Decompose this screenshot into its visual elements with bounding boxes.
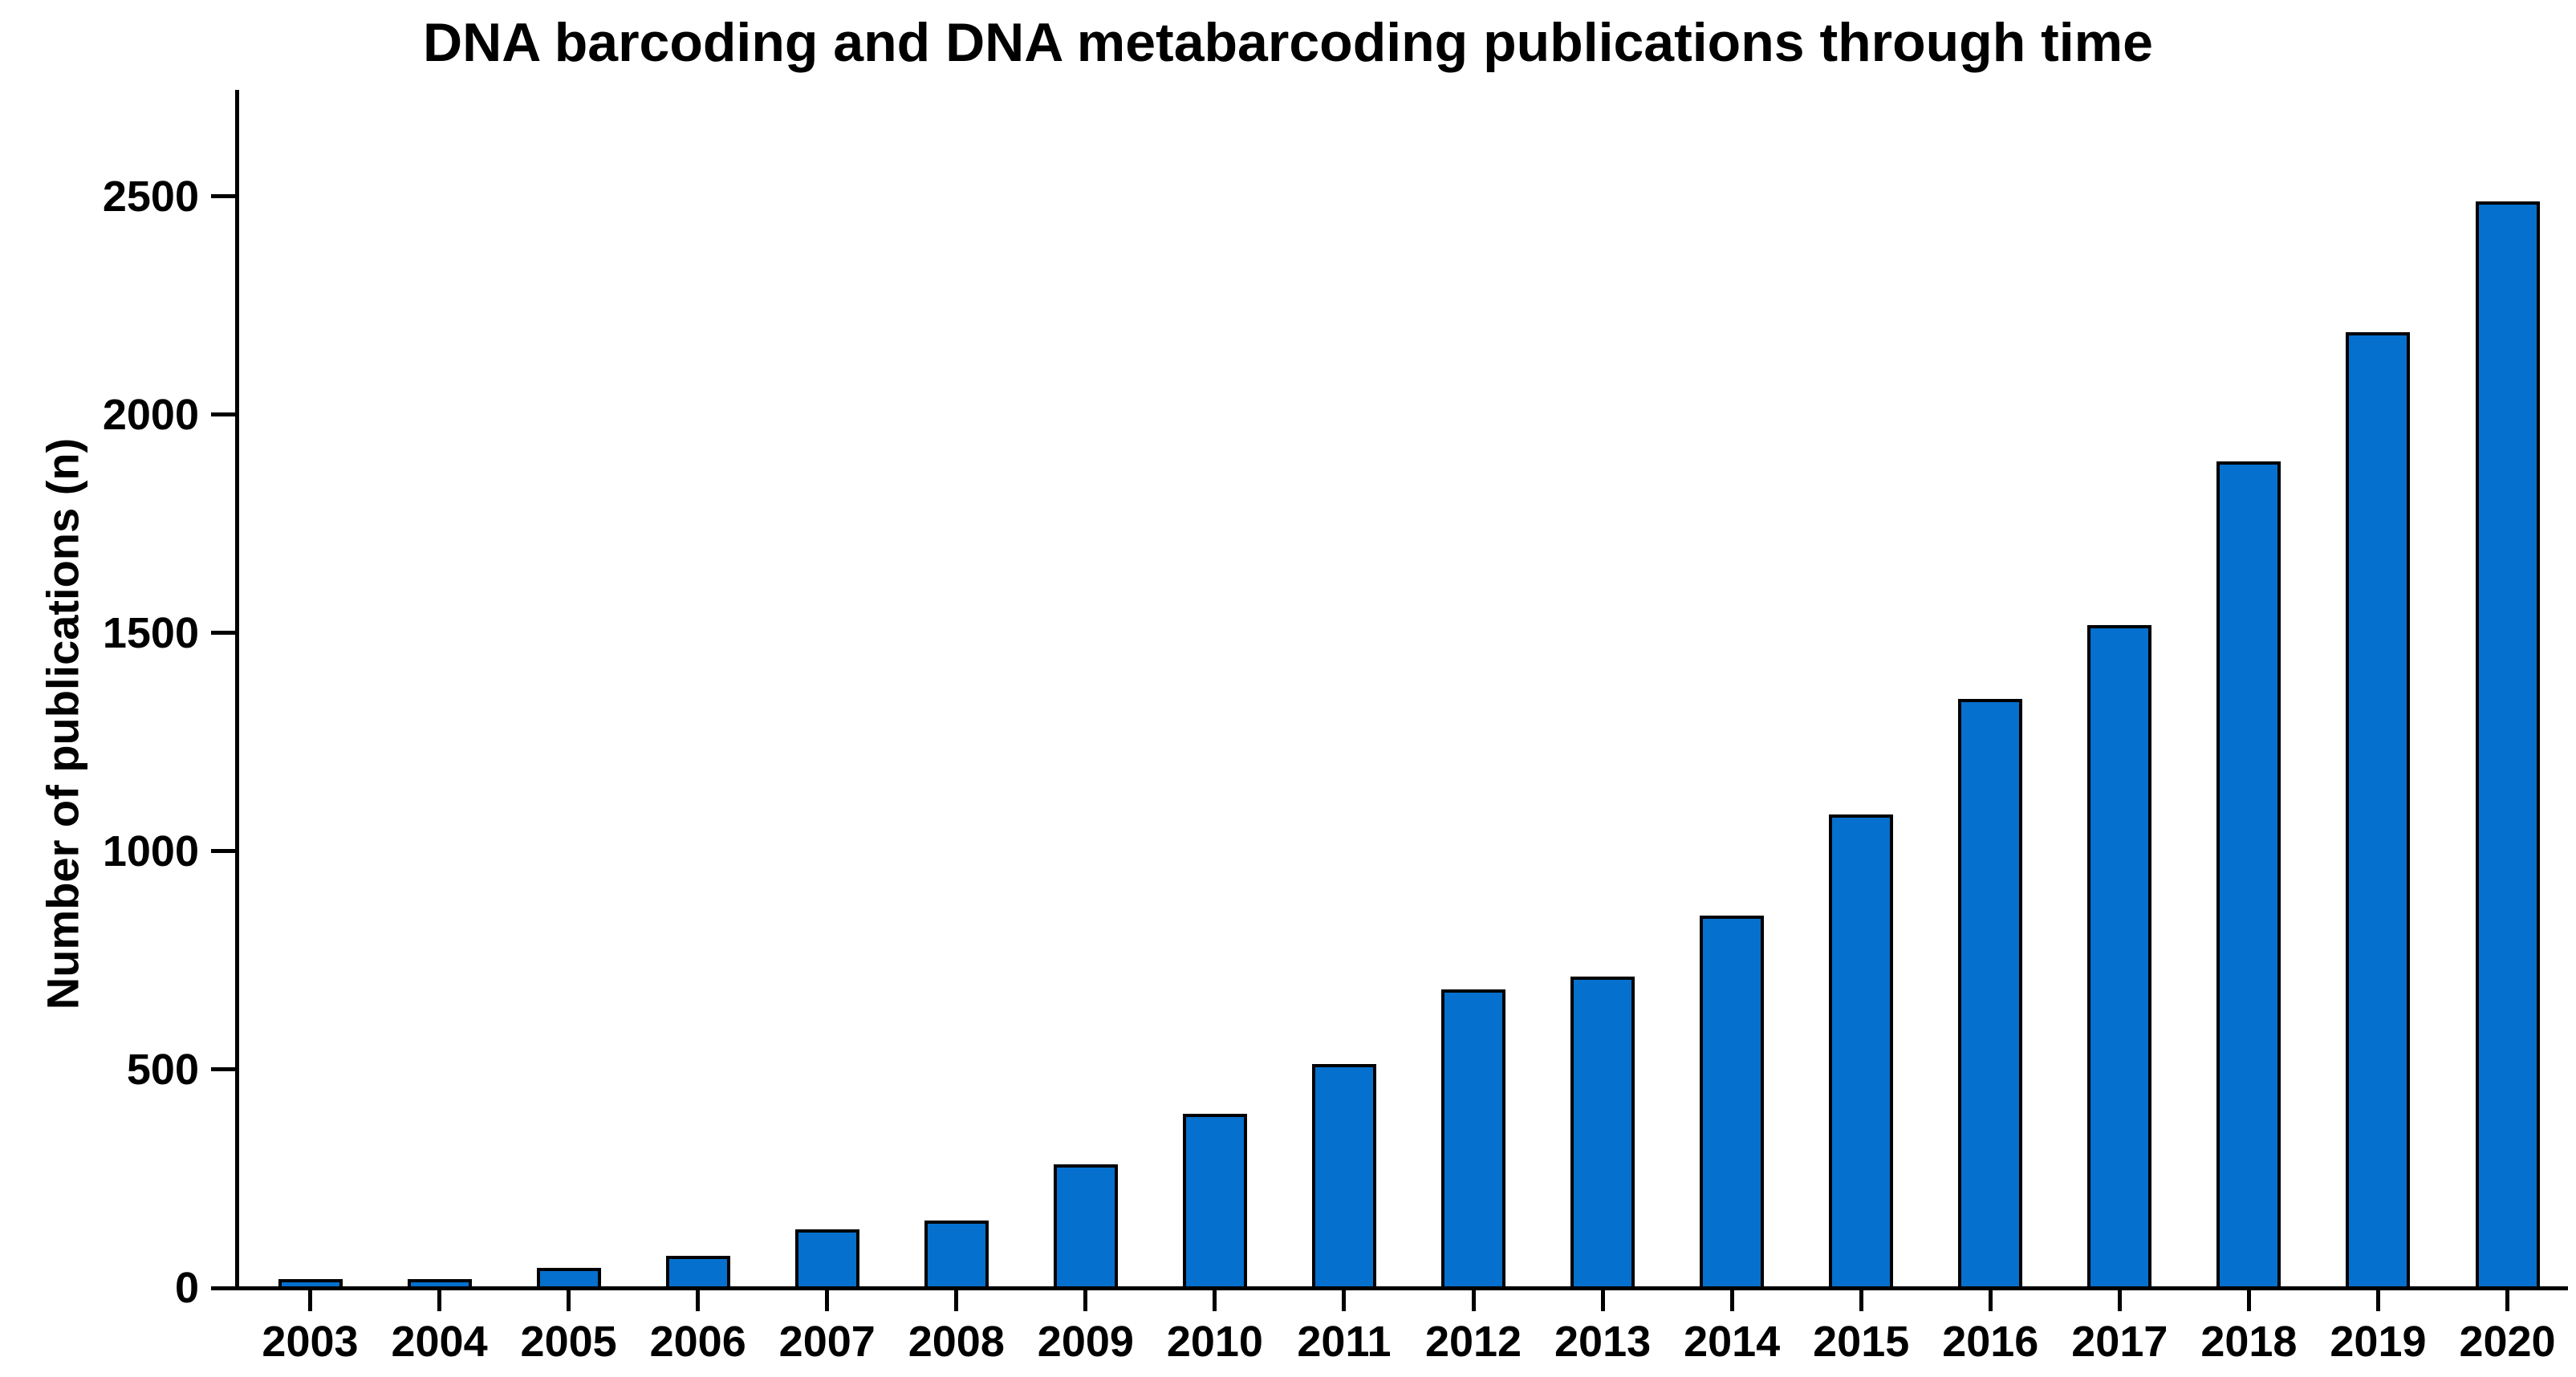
x-tick-label-2006: 2006 xyxy=(649,1318,746,1366)
y-tick-2000 xyxy=(211,412,235,417)
x-tick-2003 xyxy=(308,1290,312,1311)
x-tick-2020 xyxy=(2505,1290,2510,1311)
bar-2010 xyxy=(1182,1114,1247,1286)
y-tick-label-2500: 2500 xyxy=(102,172,199,221)
x-tick-2012 xyxy=(1471,1290,1476,1311)
x-tick-2006 xyxy=(696,1290,701,1311)
y-tick-label-1500: 1500 xyxy=(102,608,199,657)
y-tick-label-500: 500 xyxy=(126,1045,199,1094)
chart-title: DNA barcoding and DNA metabarcoding publ… xyxy=(423,12,2153,73)
x-tick-label-2010: 2010 xyxy=(1166,1318,1263,1366)
x-tick-label-2005: 2005 xyxy=(520,1318,617,1366)
x-tick-2010 xyxy=(1213,1290,1217,1311)
x-tick-label-2009: 2009 xyxy=(1037,1318,1134,1366)
bar-2019 xyxy=(2346,332,2411,1286)
x-tick-label-2008: 2008 xyxy=(908,1318,1005,1366)
bar-2015 xyxy=(1829,814,1894,1286)
y-tick-label-1000: 1000 xyxy=(102,827,199,875)
bar-2018 xyxy=(2216,461,2281,1286)
bar-2009 xyxy=(1053,1164,1118,1286)
y-tick-1000 xyxy=(211,849,235,854)
x-tick-label-2014: 2014 xyxy=(1684,1318,1781,1366)
bar-2020 xyxy=(2475,201,2540,1286)
x-tick-2004 xyxy=(437,1290,442,1311)
bar-2013 xyxy=(1570,976,1635,1286)
y-tick-2500 xyxy=(211,194,235,199)
x-tick-2015 xyxy=(1859,1290,1863,1311)
y-tick-label-2000: 2000 xyxy=(102,390,199,439)
x-tick-2009 xyxy=(1083,1290,1088,1311)
bar-2014 xyxy=(1700,915,1765,1286)
bar-2011 xyxy=(1311,1063,1376,1286)
x-tick-label-2017: 2017 xyxy=(2071,1318,2168,1366)
y-tick-500 xyxy=(211,1067,235,1072)
x-tick-2016 xyxy=(1988,1290,1993,1311)
x-tick-2007 xyxy=(825,1290,830,1311)
y-axis-label: Number of publications (n) xyxy=(37,437,88,1010)
x-tick-label-2016: 2016 xyxy=(1942,1318,2039,1366)
x-tick-label-2012: 2012 xyxy=(1424,1318,1522,1366)
x-tick-label-2007: 2007 xyxy=(778,1318,876,1366)
x-tick-label-2004: 2004 xyxy=(391,1318,488,1366)
bar-2005 xyxy=(536,1268,601,1286)
x-tick-2005 xyxy=(567,1290,571,1311)
x-tick-2017 xyxy=(2117,1290,2122,1311)
y-tick-1500 xyxy=(211,631,235,636)
x-tick-2008 xyxy=(954,1290,959,1311)
x-tick-2018 xyxy=(2246,1290,2251,1311)
x-tick-label-2013: 2013 xyxy=(1554,1318,1652,1366)
x-tick-2011 xyxy=(1342,1290,1347,1311)
x-tick-label-2020: 2020 xyxy=(2459,1318,2556,1366)
y-tick-0 xyxy=(211,1286,235,1290)
bar-2004 xyxy=(407,1279,472,1286)
x-tick-2019 xyxy=(2375,1290,2380,1311)
x-tick-2013 xyxy=(1600,1290,1605,1311)
x-tick-label-2018: 2018 xyxy=(2200,1318,2298,1366)
x-tick-2014 xyxy=(1729,1290,1734,1311)
x-tick-label-2015: 2015 xyxy=(1813,1318,1910,1366)
bar-2016 xyxy=(1958,699,2023,1286)
bar-2006 xyxy=(665,1255,730,1286)
x-tick-label-2003: 2003 xyxy=(262,1318,359,1366)
bar-2007 xyxy=(794,1229,859,1286)
bar-2017 xyxy=(2087,624,2152,1286)
x-tick-label-2019: 2019 xyxy=(2330,1318,2427,1366)
plot-area xyxy=(235,90,2568,1290)
x-tick-label-2011: 2011 xyxy=(1297,1318,1392,1366)
bar-2008 xyxy=(924,1221,989,1286)
bar-2003 xyxy=(278,1279,343,1286)
y-tick-label-0: 0 xyxy=(174,1264,199,1312)
bar-2012 xyxy=(1441,989,1506,1286)
